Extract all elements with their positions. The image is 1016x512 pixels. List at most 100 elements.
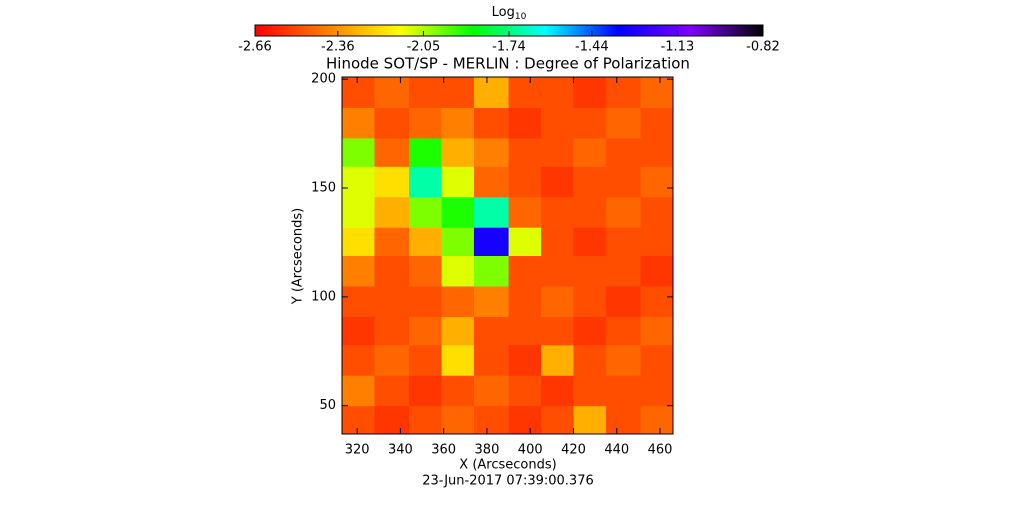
colorbar-tick-label: -0.82 (746, 40, 780, 55)
heatmap-cell (409, 227, 443, 256)
heatmap-cell (573, 344, 607, 376)
heatmap-cell (342, 166, 375, 198)
heatmap-cell (605, 375, 642, 407)
heatmap-cell (605, 227, 642, 256)
heatmap-cell (409, 107, 443, 139)
heatmap-cell (473, 137, 510, 167)
heatmap-cell (640, 166, 674, 198)
heatmap-cell (573, 137, 607, 167)
heatmap-cell (342, 316, 375, 346)
heatmap-cell (441, 227, 475, 256)
heatmap-cell (541, 255, 574, 287)
y-tick-label: 100 (311, 289, 336, 304)
heatmap-cell (342, 196, 375, 228)
heatmap-cell (342, 107, 375, 139)
heatmap-cell (441, 255, 475, 287)
heatmap-cell (441, 375, 475, 407)
heatmap-cell (374, 375, 410, 407)
colorbar-tick-label: -1.13 (661, 40, 695, 55)
heatmap-cell (541, 285, 574, 317)
heatmap-cell (541, 107, 574, 139)
heatmap-cell (605, 285, 642, 317)
heatmap-cell (541, 196, 574, 228)
heatmap-cell (473, 166, 510, 198)
heatmap-cell (473, 196, 510, 228)
heatmap-cell (605, 196, 642, 228)
heatmap-cell (640, 285, 674, 317)
x-tick-label: 440 (604, 443, 629, 458)
heatmap-cell (374, 166, 410, 198)
heatmap-cell (409, 137, 443, 167)
chart-subtitle: 23-Jun-2017 07:39:00.376 (422, 474, 594, 489)
heatmap-cell (441, 316, 475, 346)
heatmap-cell (409, 77, 443, 108)
heatmap-cell (342, 375, 375, 407)
heatmap-cell (605, 255, 642, 287)
heatmap-cell (573, 77, 607, 108)
heatmap-cell (508, 255, 542, 287)
y-axis-title: Y (Arcseconds) (291, 208, 306, 305)
heatmap-cell (605, 166, 642, 198)
heatmap-cell (374, 405, 410, 435)
heatmap-cell (640, 107, 674, 139)
heatmap-cell (342, 344, 375, 376)
y-tick-label: 50 (319, 398, 336, 413)
heatmap-cell (374, 227, 410, 256)
colorbar-tick-label: -2.66 (238, 40, 272, 55)
x-tick-label: 400 (518, 443, 543, 458)
heatmap-cell (508, 77, 542, 108)
y-tick-label: 200 (311, 72, 336, 87)
heatmap-cell (473, 405, 510, 435)
heatmap-cell (640, 77, 674, 108)
heatmap-cell (640, 255, 674, 287)
heatmap-cell (541, 344, 574, 376)
colorbar-title: Log10 (492, 5, 527, 22)
heatmap-cell (342, 285, 375, 317)
heatmap-cell (409, 316, 443, 346)
heatmap-cell (342, 227, 375, 256)
heatmap-cell (640, 405, 674, 435)
heatmap-cell (541, 316, 574, 346)
heatmap-cell (508, 107, 542, 139)
heatmap-cell (508, 375, 542, 407)
x-tick-label: 340 (388, 443, 413, 458)
heatmap-cell (441, 405, 475, 435)
heatmap-cell (640, 196, 674, 228)
heatmap-cell (605, 137, 642, 167)
heatmap-cell (374, 255, 410, 287)
heatmap-cell (441, 77, 475, 108)
heatmap-cell (573, 316, 607, 346)
heatmap-cell (409, 196, 443, 228)
heatmap-cell (573, 196, 607, 228)
heatmap-cell (473, 77, 510, 108)
heatmap-cell (473, 227, 510, 256)
heatmap-cell (441, 137, 475, 167)
heatmap-cell (409, 166, 443, 198)
heatmap-cell (409, 285, 443, 317)
x-tick-label: 460 (648, 443, 673, 458)
heatmap-cell (541, 375, 574, 407)
heatmap-cell (473, 375, 510, 407)
heatmap-cell (508, 405, 542, 435)
heatmap-cell (640, 344, 674, 376)
heatmap-cell (508, 227, 542, 256)
heatmap-cell (605, 316, 642, 346)
colorbar-tick-label: -2.05 (407, 40, 441, 55)
heatmap-cell (640, 227, 674, 256)
heatmap-cell (508, 316, 542, 346)
heatmap-cell (640, 137, 674, 167)
x-tick-label: 380 (475, 443, 500, 458)
heatmap-cell (342, 77, 375, 108)
heatmap-cell (508, 344, 542, 376)
heatmap-cell (573, 375, 607, 407)
heatmap-cell (473, 316, 510, 346)
heatmap-cell (541, 137, 574, 167)
heatmap-cell (605, 344, 642, 376)
heatmap-cell (342, 405, 375, 435)
x-tick-label: 420 (561, 443, 586, 458)
heatmap-cell (374, 344, 410, 376)
heatmap-cell (573, 227, 607, 256)
heatmap-cell (441, 196, 475, 228)
heatmap-cell (441, 344, 475, 376)
